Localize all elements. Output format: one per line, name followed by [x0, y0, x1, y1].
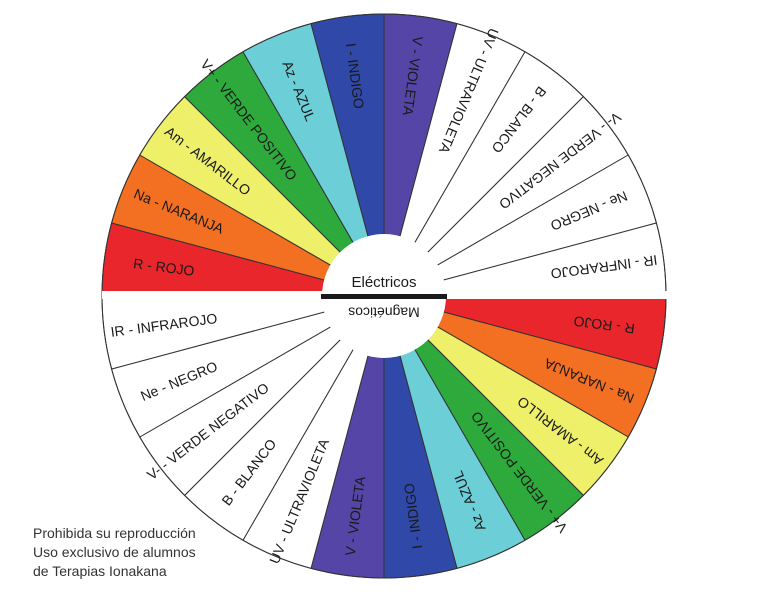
electric-label-r: R - ROJO	[132, 255, 195, 279]
electricos-label: Eléctricos	[351, 274, 416, 291]
magnetic-label-r: R - ROJO	[572, 313, 635, 337]
magneticos-label: Magnéticos	[348, 305, 420, 321]
wheel-segments	[101, 13, 667, 579]
footer-note: Prohibida su reproducción Uso exclusivo …	[33, 524, 196, 581]
hub-divider	[321, 294, 447, 299]
footer-line-2: Uso exclusivo de alumnos	[33, 544, 196, 560]
footer-line-3: de Terapias Ionakana	[33, 563, 167, 579]
footer-line-1: Prohibida su reproducción	[33, 525, 196, 541]
